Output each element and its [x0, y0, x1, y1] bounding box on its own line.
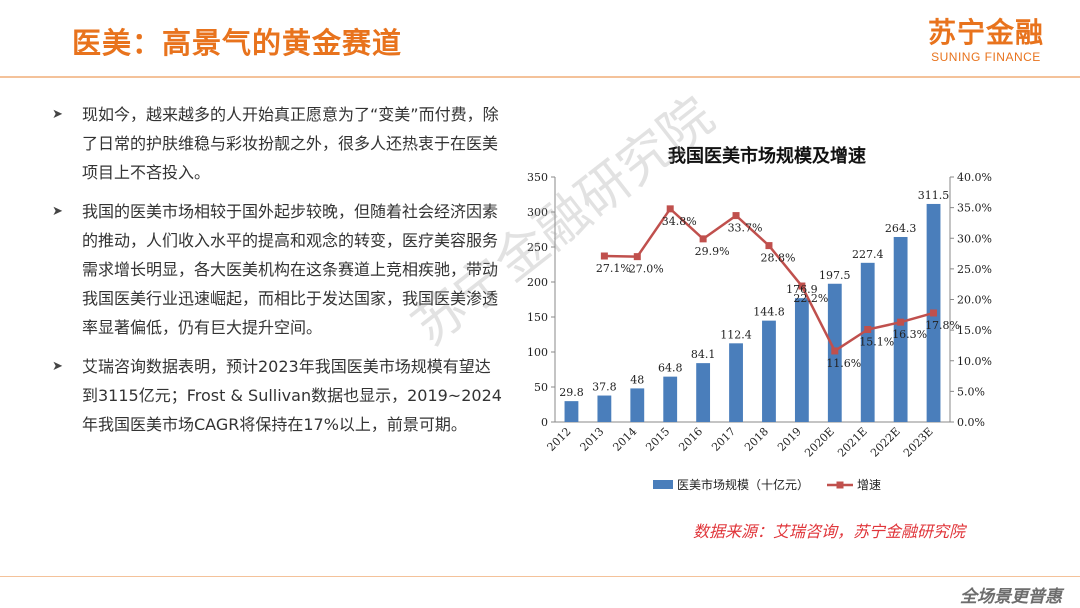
- y-right-tick-label: 20.0%: [957, 294, 992, 307]
- arrow-right-icon: ➤: [52, 359, 63, 374]
- bar-value-label: 176.9: [786, 283, 818, 296]
- bar: [794, 298, 809, 422]
- growth-point: [798, 282, 806, 290]
- y-left-tick-label: 300: [527, 206, 548, 219]
- y-right-tick-label: 25.0%: [957, 263, 992, 276]
- growth-point: [633, 253, 641, 261]
- logo-text-en: SUNING FINANCE: [931, 50, 1041, 64]
- growth-point: [600, 252, 608, 260]
- x-tick-label: 2021E: [835, 425, 870, 460]
- bar-value-label: 64.8: [658, 362, 683, 375]
- growth-value-label: 29.9%: [695, 245, 730, 258]
- x-tick-label: 2022E: [868, 425, 903, 460]
- y-right-tick-label: 10.0%: [957, 355, 992, 368]
- x-tick-label: 2014: [610, 425, 639, 454]
- page-title: 医美：高景气的黄金赛道: [72, 26, 403, 60]
- growth-value-label: 27.0%: [629, 263, 664, 276]
- bar-value-label: 84.1: [691, 348, 716, 361]
- x-tick-label: 2012: [545, 425, 574, 454]
- y-left-tick-label: 250: [527, 241, 548, 254]
- legend-bar-label: 医美市场规模（十亿元）: [677, 477, 809, 492]
- header-divider: [0, 76, 1080, 78]
- bar-value-label: 112.4: [720, 328, 752, 341]
- bar: [564, 401, 579, 422]
- y-left-tick-label: 350: [527, 171, 548, 184]
- bar-value-label: 264.3: [885, 222, 917, 235]
- footer-divider: [0, 576, 1080, 577]
- growth-value-label: 16.3%: [892, 328, 927, 341]
- bar: [893, 236, 908, 422]
- bar: [663, 376, 678, 422]
- bullet-item: ➤ 我国的医美市场相较于国外起步较晚，但随着社会经济因素的推动，人们收入水平的提…: [52, 197, 502, 342]
- growth-value-label: 33.7%: [728, 222, 763, 235]
- y-right-tick-label: 35.0%: [957, 202, 992, 215]
- growth-value-label: 34.8%: [662, 215, 697, 228]
- bullet-text: 现如今，越来越多的人开始真正愿意为了“变美”而付费，除了日常的护肤维稳与彩妆扮靓…: [82, 105, 499, 182]
- growth-value-label: 22.2%: [793, 292, 828, 305]
- growth-value-label: 15.1%: [859, 336, 894, 349]
- growth-point: [930, 309, 938, 317]
- bar: [762, 320, 776, 422]
- x-tick-label: 2018: [742, 425, 771, 454]
- y-right-tick-label: 40.0%: [957, 171, 992, 184]
- bullet-list: ➤ 现如今，越来越多的人开始真正愿意为了“变美”而付费，除了日常的护肤维稳与彩妆…: [52, 100, 502, 449]
- growth-point: [666, 205, 674, 213]
- bullet-text: 艾瑞咨询数据表明，预计2023年我国医美市场规模有望达到3115亿元；Frost…: [82, 357, 502, 434]
- y-right-tick-label: 15.0%: [957, 324, 992, 337]
- x-tick-label: 2017: [709, 425, 738, 454]
- footer-slogan-logo: 全场景更普惠: [960, 587, 1062, 607]
- bar: [696, 363, 711, 422]
- arrow-right-icon: ➤: [52, 204, 63, 219]
- y-left-tick-label: 100: [527, 346, 548, 359]
- y-left-tick-label: 200: [527, 276, 548, 289]
- logo-text-cn: 苏宁金融: [927, 16, 1044, 49]
- bar-value-label: 48: [630, 373, 644, 386]
- y-right-tick-label: 5.0%: [957, 385, 985, 398]
- legend-bar-swatch: [653, 480, 673, 489]
- x-tick-label: 2019: [775, 425, 804, 454]
- bar: [729, 343, 743, 422]
- y-left-tick-label: 0: [541, 416, 548, 429]
- arrow-right-icon: ➤: [52, 107, 63, 122]
- growth-point: [897, 318, 905, 326]
- growth-value-label: 28.8%: [760, 252, 795, 265]
- y-right-tick-label: 0.0%: [957, 416, 985, 429]
- y-right-tick-label: 30.0%: [957, 232, 992, 245]
- y-left-tick-label: 50: [534, 381, 548, 394]
- growth-point: [765, 242, 773, 250]
- bar-value-label: 197.5: [819, 269, 851, 282]
- bar-value-label: 37.8: [592, 381, 617, 394]
- x-tick-label: 2015: [643, 425, 672, 454]
- bullet-text: 我国的医美市场相较于国外起步较晚，但随着社会经济因素的推动，人们收入水平的提高和…: [82, 202, 499, 337]
- bullet-item: ➤ 艾瑞咨询数据表明，预计2023年我国医美市场规模有望达到3115亿元；Fro…: [52, 352, 502, 439]
- growth-point: [864, 326, 872, 334]
- bar-value-label: 311.5: [918, 189, 950, 202]
- y-left-tick-label: 150: [527, 311, 548, 324]
- x-tick-label: 2013: [578, 425, 607, 454]
- brand-logo: 苏宁金融 SUNING FINANCE: [928, 16, 1044, 64]
- growth-value-label: 11.6%: [826, 357, 861, 370]
- growth-value-label: 27.1%: [596, 262, 631, 275]
- legend-line-label: 增速: [857, 478, 881, 492]
- bar-value-label: 227.4: [852, 248, 884, 261]
- legend-line-marker: [836, 481, 844, 489]
- growth-point: [831, 347, 839, 355]
- market-chart: 我国医美市场规模及增速 0 50 100 150 200 250 300 350 0.0% 5.0…: [527, 145, 992, 492]
- growth-value-label: 17.8%: [925, 319, 960, 332]
- data-source-note: 数据来源：艾瑞咨询，苏宁金融研究院: [693, 522, 966, 541]
- chart-title: 我国医美市场规模及增速: [668, 145, 866, 167]
- x-tick-label: 2016: [676, 425, 705, 454]
- bar-value-label: 29.8: [559, 386, 584, 399]
- bar: [597, 395, 612, 422]
- growth-point: [732, 212, 740, 220]
- bar: [630, 388, 645, 422]
- bar: [860, 262, 875, 422]
- x-tick-label: 2020E: [802, 425, 837, 460]
- bullet-item: ➤ 现如今，越来越多的人开始真正愿意为了“变美”而付费，除了日常的护肤维稳与彩妆…: [52, 100, 502, 187]
- bar-value-label: 144.8: [753, 306, 785, 319]
- x-tick-label: 2023E: [901, 425, 936, 460]
- growth-point: [699, 235, 707, 243]
